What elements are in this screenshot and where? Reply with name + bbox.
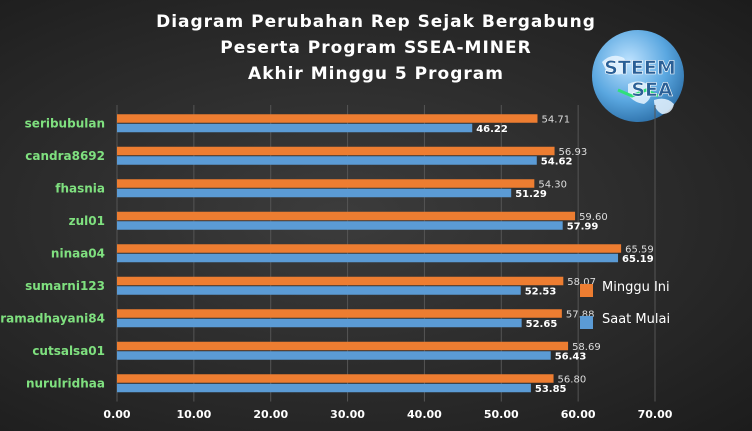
bar-saat-mulai <box>117 221 563 230</box>
category-label: ninaa04 <box>51 246 105 260</box>
bar-minggu-ini <box>117 114 538 123</box>
category-label: cutsalsa01 <box>32 344 105 358</box>
bar-minggu-ini <box>117 211 576 221</box>
chart-legend: Minggu Ini Saat Mulai <box>580 268 748 340</box>
category-label: seribubulan <box>25 116 105 130</box>
x-tick-label: 40.00 <box>407 408 442 421</box>
data-label: 57.88 <box>566 309 595 320</box>
x-tick-label: 60.00 <box>561 408 596 421</box>
x-tick-label: 70.00 <box>638 408 673 421</box>
data-label: 56.93 <box>559 147 588 158</box>
category-label: candra8692 <box>25 149 105 163</box>
category-label: zul01 <box>69 214 105 228</box>
chart-title-line-3: Akhir Minggu 5 Program <box>248 64 504 84</box>
bar-saat-mulai <box>117 253 619 263</box>
data-label: 59.60 <box>579 212 608 223</box>
x-tick-label: 20.00 <box>253 408 288 421</box>
region-highlight <box>617 88 659 98</box>
x-tick-label: 10.00 <box>176 408 211 421</box>
data-label: 56.80 <box>558 374 587 385</box>
data-label: 58.69 <box>572 342 601 353</box>
legend-swatch-saat-mulai <box>580 316 593 329</box>
bar-minggu-ini <box>117 309 562 318</box>
bar-minggu-ini <box>117 146 555 156</box>
data-label: 52.65 <box>526 319 558 330</box>
data-label: 54.71 <box>541 114 570 125</box>
data-label: 53.85 <box>535 384 567 395</box>
category-label: ramadhayani84 <box>0 311 105 325</box>
data-label: 57.99 <box>567 221 599 232</box>
logo-text-sea: SEA <box>631 79 673 101</box>
bar-minggu-ini <box>117 374 554 383</box>
bar-saat-mulai <box>117 156 537 165</box>
category-label: fhasnia <box>55 181 105 195</box>
logo-text-steem: STEEM <box>604 57 676 79</box>
data-label: 65.19 <box>622 254 654 265</box>
chart-title-line-1: Diagram Perubahan Rep Sejak Bergabung <box>156 12 596 32</box>
bar-saat-mulai <box>117 123 473 133</box>
chart-title-line-2: Peserta Program SSEA-MINER <box>220 38 532 58</box>
data-label: 56.43 <box>555 351 587 362</box>
legend-label-saat-mulai: Saat Mulai <box>602 312 671 327</box>
legend-label-minggu-ini: Minggu Ini <box>602 280 670 295</box>
bar-minggu-ini <box>117 244 622 253</box>
continent-shape <box>602 55 627 75</box>
category-label: sumarni123 <box>25 279 105 293</box>
bar-minggu-ini <box>117 179 535 188</box>
bar-minggu-ini <box>117 276 564 286</box>
bar-saat-mulai <box>117 351 551 360</box>
data-label: 54.30 <box>538 179 567 190</box>
x-tick-label: 0.00 <box>103 408 130 421</box>
data-label: 58.07 <box>567 277 596 288</box>
legend-swatch-minggu-ini <box>580 284 593 297</box>
bar-minggu-ini <box>117 341 569 351</box>
data-label: 65.59 <box>625 244 654 255</box>
data-label: 46.22 <box>476 124 508 135</box>
steem-sea-logo: STEEM SEA <box>592 30 684 122</box>
data-label: 54.62 <box>541 156 573 167</box>
x-tick-label: 30.00 <box>330 408 365 421</box>
category-label: nurulridhaa <box>26 376 105 390</box>
bar-saat-mulai <box>117 383 531 393</box>
bar-saat-mulai <box>117 188 512 198</box>
data-label: 52.53 <box>525 286 557 297</box>
bar-saat-mulai <box>117 286 521 295</box>
bar-saat-mulai <box>117 318 522 328</box>
x-tick-label: 50.00 <box>484 408 519 421</box>
data-label: 51.29 <box>515 189 547 200</box>
continent-shape <box>654 98 674 114</box>
